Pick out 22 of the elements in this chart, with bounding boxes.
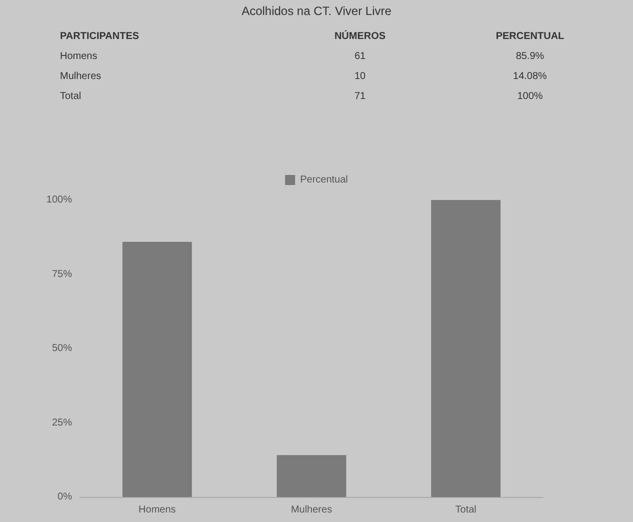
y-tick-label: 0% [58, 492, 72, 502]
text: 10 [353, 70, 367, 82]
x-tick-label: Total [455, 504, 476, 516]
y-tick-label: 50% [52, 343, 72, 354]
x-tick-label: Mulheres [290, 504, 332, 516]
text: NÚMEROS [333, 30, 387, 42]
text: PARTICIPANTES [60, 30, 140, 42]
legend-label: Percentual [300, 174, 348, 186]
category-label: Total [60, 90, 82, 102]
x-tick-label: Homens [138, 504, 176, 516]
chart-title: Acolhidos na CT. Viver Livre [240, 4, 392, 18]
category-label: Mulheres [60, 70, 102, 82]
text: 14.08% [512, 70, 548, 82]
y-tick-label: 75% [52, 268, 72, 280]
text: 100% [516, 90, 544, 102]
text: PERCENTUAL [494, 30, 566, 42]
y-tick-label: 25% [52, 417, 72, 428]
text: 61 [353, 50, 367, 62]
y-tick-label: 100% [46, 194, 72, 206]
category-label: Homens [60, 50, 98, 62]
text: 85.9% [514, 50, 546, 62]
text: 71 [353, 90, 367, 102]
